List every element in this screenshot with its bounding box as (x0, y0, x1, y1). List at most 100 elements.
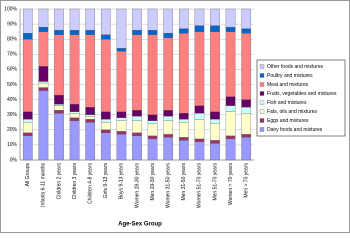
bar-segment (69, 8, 80, 31)
bar-segment (100, 119, 111, 123)
bar-segment (54, 94, 64, 105)
legend-swatch (259, 118, 265, 123)
bar-segment (241, 33, 252, 100)
x-axis-title: Age-Sex Group (118, 222, 162, 228)
bar-segment (225, 26, 236, 32)
bar-segment (194, 25, 205, 32)
legend-label: Other foods and mixtures (267, 64, 324, 70)
bar-segment (116, 8, 127, 49)
bar-segment (22, 8, 33, 34)
bar-segment (22, 39, 33, 112)
legend-swatch (259, 127, 265, 132)
bar-segment (85, 8, 96, 31)
bar-segment (147, 120, 158, 124)
bar-segment (210, 8, 220, 26)
bar-segment (54, 110, 64, 114)
y-tick-label: 100% (4, 6, 17, 12)
bar-segment (116, 120, 127, 132)
legend-label: Dairy foods and mixtures (267, 127, 323, 133)
bar-segment (38, 31, 49, 67)
bar-segment (210, 143, 220, 161)
bar-segment (194, 119, 205, 140)
bar-segment (210, 25, 220, 32)
bar-segment (194, 141, 205, 161)
bar-segment (85, 34, 96, 108)
bar-segment (22, 33, 33, 40)
bar-segment (38, 26, 49, 32)
bar-segment (178, 113, 189, 120)
bar-segment (116, 134, 127, 161)
bar-segment (178, 119, 189, 123)
x-tick-label: All Groups (25, 163, 31, 187)
bar-segment (132, 34, 142, 111)
page: Age-Sex Group 0% 10% 20% 30% 40% 50% 60% 70% 80%… (0, 0, 350, 233)
y-tick-label: 40% (7, 97, 18, 103)
bar-segment (54, 34, 64, 96)
bar-segment (22, 135, 33, 161)
bar-segment (225, 96, 236, 106)
bar-segment (132, 135, 142, 161)
y-tick-label: 80% (7, 37, 18, 43)
bar-segment (241, 99, 252, 108)
bar-segment (241, 28, 252, 34)
bar-segment (225, 138, 236, 161)
legend-label: Poultry and mixtures (267, 73, 313, 79)
y-tick-label: 0% (10, 157, 18, 163)
legend-swatch (259, 109, 265, 114)
bar-segment (69, 34, 80, 105)
bar-segment (22, 111, 33, 120)
bar-segment (69, 111, 80, 114)
bar-segment (225, 31, 236, 97)
bar-segment (116, 51, 127, 112)
bar-segment (69, 103, 80, 112)
bar-segment (163, 116, 174, 121)
bar-segment (69, 29, 80, 35)
x-tick-label: Women 31-50 years (166, 163, 172, 208)
bar-segment (116, 131, 127, 135)
legend-label: Fats, oils and mixtures (267, 109, 318, 115)
bar-segment (210, 140, 220, 144)
bar-segment (241, 8, 252, 29)
bar-segment (241, 137, 252, 161)
bar-segment (85, 29, 96, 35)
bar-segment (147, 29, 158, 35)
bar-segment (54, 103, 64, 106)
bar-segment (163, 37, 174, 111)
bar-segment (163, 33, 174, 38)
bar-segment (69, 113, 80, 118)
y-tick-label: 10% (7, 142, 18, 148)
bar-segment (147, 114, 158, 121)
legend-label: Fruits, vegetables and mixtures (267, 91, 337, 97)
bar-segment (116, 117, 127, 121)
x-tick-label: Women > 70 years (228, 163, 234, 206)
bar-segment (38, 82, 49, 88)
bar-segment (100, 132, 111, 161)
x-tick-label: Men 51-70 years (212, 163, 218, 201)
bar-segment (225, 111, 236, 136)
bar-segment (22, 119, 33, 123)
x-tick-label: Children 2 years (56, 163, 62, 200)
bar-segment (210, 123, 220, 141)
bar-segment (116, 111, 127, 118)
bar-segment (132, 132, 142, 136)
bar-segment (38, 66, 49, 82)
bar-segment (132, 29, 142, 35)
bar-segment (100, 34, 111, 40)
legend-swatch (259, 91, 265, 96)
x-tick-label: Men 31-50 years (181, 163, 187, 201)
x-tick-label: Infants 6-11 months (41, 163, 47, 207)
bar-segment (210, 119, 220, 124)
bar-segment (163, 8, 174, 34)
bar-segment (22, 132, 33, 136)
y-tick-label: 20% (7, 127, 18, 133)
y-tick-label: 90% (7, 21, 18, 27)
bar-segment (241, 134, 252, 138)
legend-swatch (259, 64, 265, 69)
y-tick-label: 50% (7, 82, 18, 88)
y-tick-label: 60% (7, 67, 18, 73)
legend-label: Fish and mixtures (267, 100, 307, 106)
bar-segment (194, 113, 205, 120)
bar-segment (163, 134, 174, 138)
x-tick-label: Boys 9-13 years (119, 163, 125, 200)
bar-segment (178, 140, 189, 161)
